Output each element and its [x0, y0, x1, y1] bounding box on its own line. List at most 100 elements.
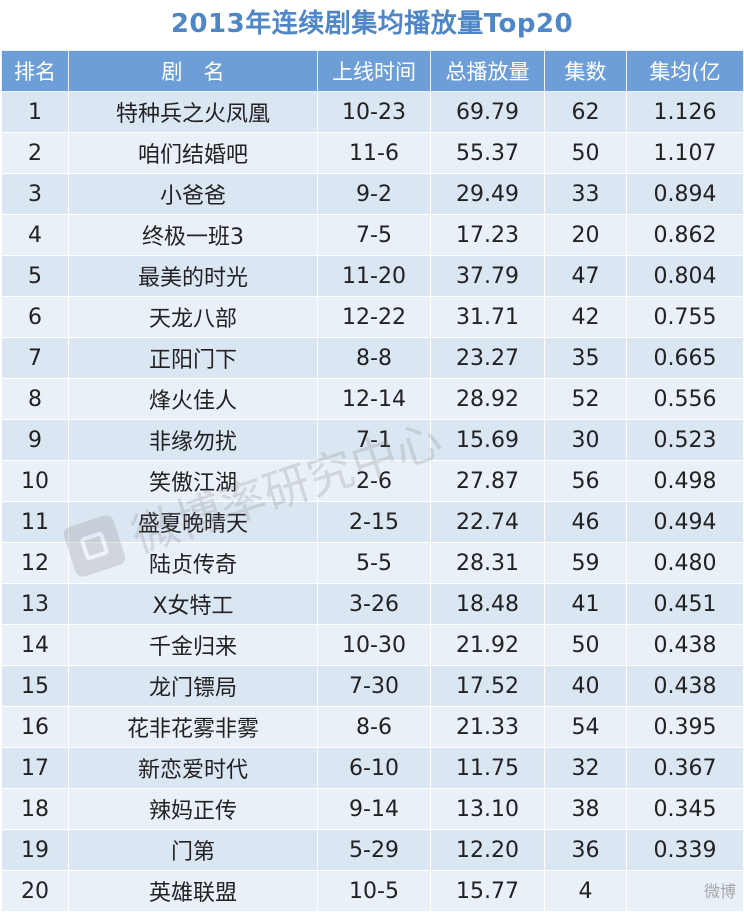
cell-episodes: 33: [544, 173, 627, 215]
cell-release-date: 7-30: [317, 665, 431, 707]
cell-episodes: 41: [544, 583, 627, 625]
cell-total-plays: 27.87: [430, 460, 545, 502]
cell-title: 咱们结婚吧: [68, 132, 318, 174]
corner-watermark: 微博: [703, 882, 736, 901]
cell-total-plays: 29.49: [430, 173, 545, 215]
table-row: 20 英雄联盟 10-5 15.77 4: [1, 870, 744, 912]
cell-total-plays: 69.79: [430, 91, 545, 133]
cell-rank: 3: [1, 173, 69, 215]
col-header-episodes: 集数: [544, 50, 627, 92]
cell-total-plays: 18.48: [430, 583, 545, 625]
cell-release-date: 10-23: [317, 91, 431, 133]
cell-avg-per-episode: 0.438: [626, 665, 744, 707]
cell-release-date: 7-5: [317, 214, 431, 256]
cell-total-plays: 17.52: [430, 665, 545, 707]
cell-total-plays: 17.23: [430, 214, 545, 256]
table-row: 16 花非花雾非雾 8-6 21.33 54 0.395: [1, 706, 744, 748]
cell-release-date: 2-15: [317, 501, 431, 543]
col-header-rank: 排名: [1, 50, 69, 92]
cell-episodes: 20: [544, 214, 627, 256]
cell-avg-per-episode: 0.556: [626, 378, 744, 420]
cell-title: 烽火佳人: [68, 378, 318, 420]
cell-rank: 10: [1, 460, 69, 502]
cell-release-date: 12-22: [317, 296, 431, 338]
cell-rank: 4: [1, 214, 69, 256]
cell-release-date: 2-6: [317, 460, 431, 502]
cell-title: 特种兵之火凤凰: [68, 91, 318, 133]
cell-rank: 12: [1, 542, 69, 584]
cell-avg-per-episode: 1.126: [626, 91, 744, 133]
cell-avg-per-episode: 0.494: [626, 501, 744, 543]
cell-title: 千金归来: [68, 624, 318, 666]
table-row: 10 笑傲江湖 2-6 27.87 56 0.498: [1, 460, 744, 502]
cell-release-date: 10-30: [317, 624, 431, 666]
cell-title: 正阳门下: [68, 337, 318, 379]
cell-release-date: 10-5: [317, 870, 431, 912]
cell-total-plays: 37.79: [430, 255, 545, 297]
cell-episodes: 47: [544, 255, 627, 297]
cell-release-date: 11-20: [317, 255, 431, 297]
table-row: 17 新恋爱时代 6-10 11.75 32 0.367: [1, 747, 744, 789]
cell-rank: 8: [1, 378, 69, 420]
cell-episodes: 52: [544, 378, 627, 420]
cell-episodes: 54: [544, 706, 627, 748]
cell-title: 花非花雾非雾: [68, 706, 318, 748]
cell-total-plays: 22.74: [430, 501, 545, 543]
cell-episodes: 59: [544, 542, 627, 584]
cell-episodes: 35: [544, 337, 627, 379]
cell-title: 辣妈正传: [68, 788, 318, 830]
cell-episodes: 40: [544, 665, 627, 707]
cell-total-plays: 55.37: [430, 132, 545, 174]
cell-avg-per-episode: 0.438: [626, 624, 744, 666]
table-row: 12 陆贞传奇 5-5 28.31 59 0.480: [1, 542, 744, 584]
cell-rank: 15: [1, 665, 69, 707]
cell-rank: 7: [1, 337, 69, 379]
table-row: 1 特种兵之火凤凰 10-23 69.79 62 1.126: [1, 91, 744, 133]
cell-episodes: 32: [544, 747, 627, 789]
cell-avg-per-episode: 0.665: [626, 337, 744, 379]
cell-rank: 6: [1, 296, 69, 338]
table-row: 9 非缘勿扰 7-1 15.69 30 0.523: [1, 419, 744, 461]
cell-avg-per-episode: 0.395: [626, 706, 744, 748]
table-row: 2 咱们结婚吧 11-6 55.37 50 1.107: [1, 132, 744, 174]
cell-rank: 17: [1, 747, 69, 789]
cell-episodes: 36: [544, 829, 627, 871]
cell-avg-per-episode: 0.523: [626, 419, 744, 461]
cell-avg-per-episode: 0.480: [626, 542, 744, 584]
table-row: 8 烽火佳人 12-14 28.92 52 0.556: [1, 378, 744, 420]
cell-total-plays: 15.77: [430, 870, 545, 912]
cell-title: 英雄联盟: [68, 870, 318, 912]
col-header-release-date: 上线时间: [317, 50, 431, 92]
col-header-avg-per-episode: 集均(亿: [626, 50, 744, 92]
table-title: 2013年连续剧集均播放量Top20: [170, 9, 574, 39]
cell-rank: 9: [1, 419, 69, 461]
table-row: 4 终极一班3 7-5 17.23 20 0.862: [1, 214, 744, 256]
cell-title: 小爸爸: [68, 173, 318, 215]
cell-rank: 14: [1, 624, 69, 666]
cell-title: X女特工: [68, 583, 318, 625]
cell-title: 新恋爱时代: [68, 747, 318, 789]
cell-avg-per-episode: 0.339: [626, 829, 744, 871]
table-row: 6 天龙八部 12-22 31.71 42 0.755: [1, 296, 744, 338]
cell-title: 最美的时光: [68, 255, 318, 297]
cell-episodes: 46: [544, 501, 627, 543]
cell-title: 盛夏晚晴天: [68, 501, 318, 543]
cell-total-plays: 11.75: [430, 747, 545, 789]
cell-release-date: 5-5: [317, 542, 431, 584]
cell-title: 龙门镖局: [68, 665, 318, 707]
cell-rank: 13: [1, 583, 69, 625]
cell-avg-per-episode: 0.804: [626, 255, 744, 297]
col-header-title: 剧 名: [68, 50, 318, 92]
cell-avg-per-episode: 1.107: [626, 132, 744, 174]
cell-title: 陆贞传奇: [68, 542, 318, 584]
cell-avg-per-episode: 0.755: [626, 296, 744, 338]
cell-avg-per-episode: 0.451: [626, 583, 744, 625]
table-row: 14 千金归来 10-30 21.92 50 0.438: [1, 624, 744, 666]
cell-title: 笑傲江湖: [68, 460, 318, 502]
table-row: 5 最美的时光 11-20 37.79 47 0.804: [1, 255, 744, 297]
cell-release-date: 8-8: [317, 337, 431, 379]
cell-episodes: 42: [544, 296, 627, 338]
cell-release-date: 5-29: [317, 829, 431, 871]
cell-total-plays: 23.27: [430, 337, 545, 379]
cell-title: 终极一班3: [68, 214, 318, 256]
